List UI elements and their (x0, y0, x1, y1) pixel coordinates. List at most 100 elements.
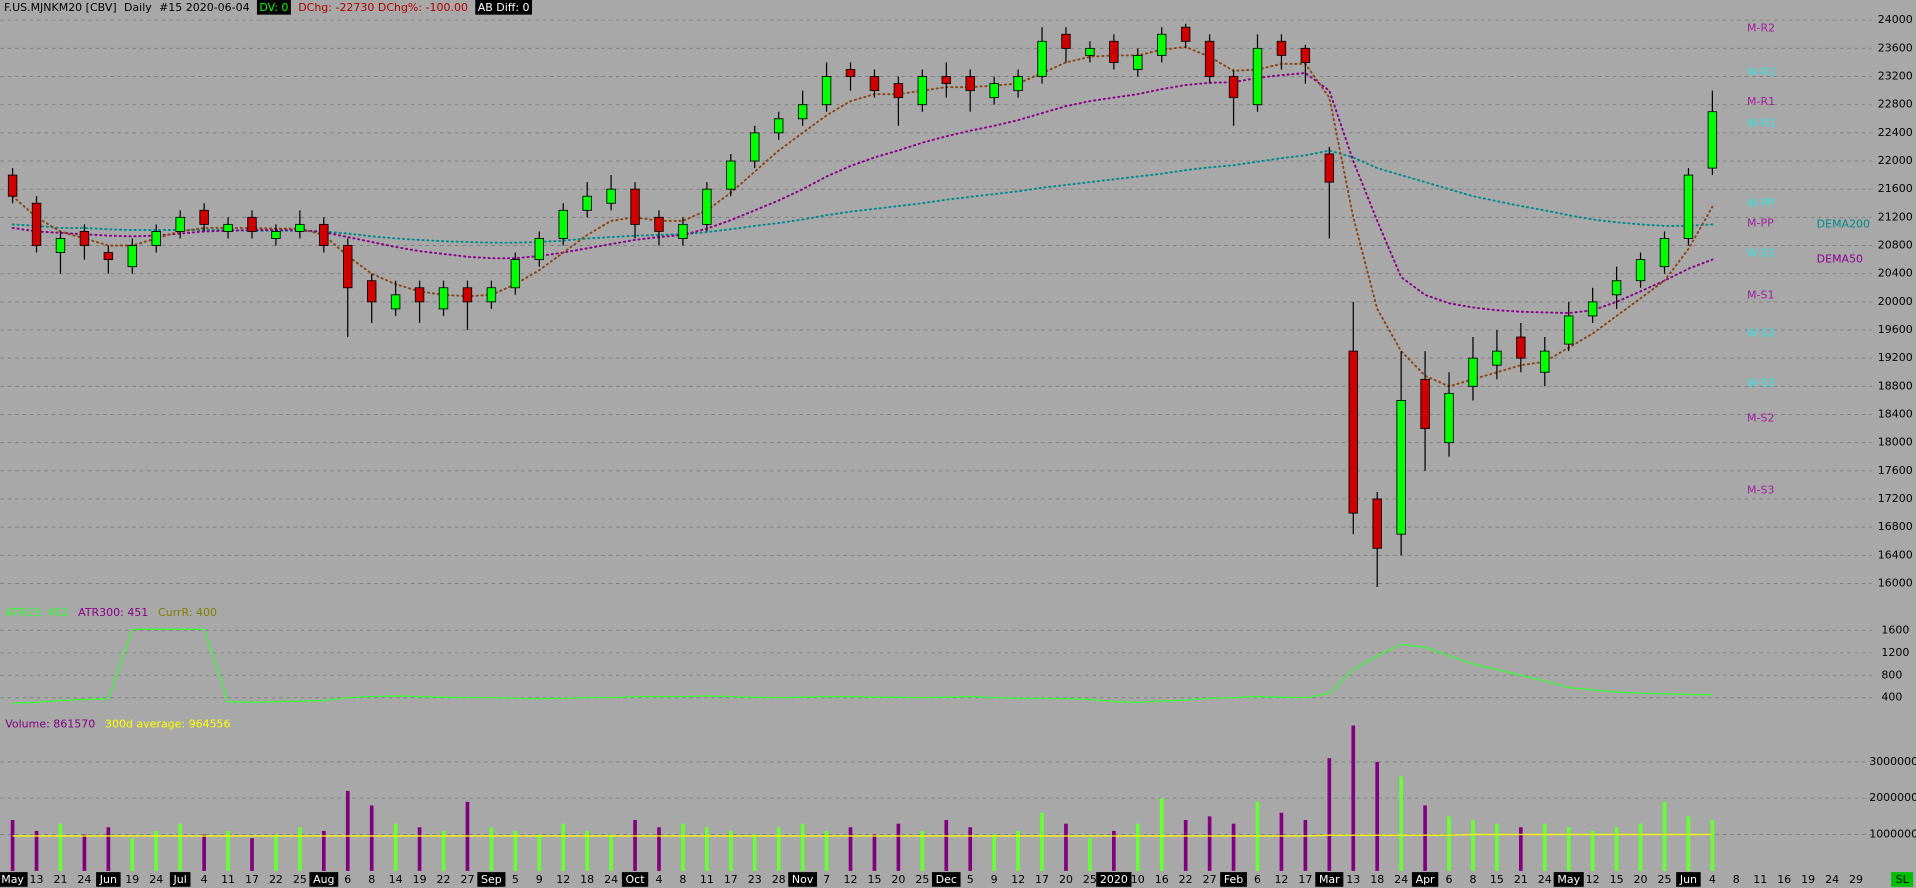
volume-bar (202, 834, 206, 871)
pivot-label: M-S1 (1747, 289, 1774, 302)
candle-body (1180, 26, 1191, 42)
x-tick: 23 (748, 873, 762, 886)
volume-bar (106, 827, 111, 871)
y-tick-label: 20400 (1878, 267, 1913, 280)
x-tick-label: 17 (724, 873, 738, 886)
indicator-label: DEMA50 (1817, 253, 1863, 266)
candle-body (1061, 33, 1071, 49)
x-tick: 4 (201, 873, 208, 886)
x-tick: 22 (437, 873, 451, 886)
y-tick-label: 19200 (1878, 351, 1913, 364)
candle-body (31, 202, 42, 246)
x-tick: 7 (823, 873, 830, 886)
x-tick-label: 24 (149, 873, 163, 886)
x-tick-label: Dec (936, 873, 957, 886)
x-tick: 17 (724, 873, 738, 886)
x-tick-box (788, 872, 818, 887)
x-tick: 27 (460, 873, 474, 886)
x-tick: 25 (1657, 873, 1671, 886)
x-tick-box (1096, 872, 1132, 887)
candle-body (343, 245, 353, 289)
x-tick-label: 15 (867, 873, 881, 886)
x-tick: 15 (1610, 873, 1624, 886)
x-tick-box (1315, 872, 1344, 887)
volume-bar (609, 834, 613, 871)
x-tick-label: 19 (1801, 873, 1815, 886)
x-tick: Apr (1411, 872, 1439, 887)
x-tick: 20 (1634, 873, 1648, 886)
candle-body (1707, 111, 1718, 169)
candle-body (1444, 392, 1454, 444)
x-tick: 18 (580, 873, 594, 886)
x-tick-label: 12 (1274, 873, 1288, 886)
candle-body (1204, 40, 1215, 77)
candle-body (534, 238, 544, 261)
y-tick-label: 400 (1881, 691, 1902, 704)
candle-body (1252, 47, 1263, 106)
x-tick-label: 6 (1446, 873, 1453, 886)
volume-bar (1231, 823, 1236, 871)
x-tick: 11 (221, 873, 235, 886)
x-tick: 21 (1514, 873, 1528, 886)
x-tick-label: 11 (221, 873, 235, 886)
candle-body (630, 188, 640, 225)
x-tick-label: Sep (481, 873, 502, 886)
volume-bar (705, 827, 709, 871)
x-tick-label: Jul (173, 873, 187, 886)
x-tick: 6 (344, 873, 351, 886)
candle-body (199, 209, 209, 225)
volume-bar (896, 823, 901, 871)
x-tick-label: 13 (30, 873, 44, 886)
volume-bar (369, 805, 374, 871)
y-tick-label: 1000000 (1869, 828, 1916, 841)
x-tick: Nov (788, 872, 818, 887)
x-tick: 16 (1777, 873, 1791, 886)
volume-bar (1686, 816, 1691, 871)
volume-bar (848, 827, 853, 871)
volume-bar (513, 830, 518, 871)
candle-body (103, 252, 114, 261)
y-tick-label: 16800 (1878, 520, 1913, 533)
candle-body (390, 294, 401, 310)
x-tick: Dec (931, 872, 961, 887)
volume-bar (489, 827, 494, 871)
x-tick-label: 5 (967, 873, 974, 886)
candle-body (941, 76, 951, 84)
x-tick: 19 (413, 873, 427, 886)
x-tick-box (931, 872, 961, 887)
candle-body (1611, 280, 1622, 296)
candle-body (1468, 357, 1478, 387)
volume-bar (1207, 816, 1212, 871)
volume-bar (1662, 801, 1667, 871)
volume-bar (1590, 830, 1595, 871)
x-tick: 4 (1709, 873, 1716, 886)
x-tick-label: 8 (679, 873, 686, 886)
legend-text: ATR300: 451 (78, 606, 148, 619)
candle-body (654, 216, 664, 232)
x-tick-label: 8 (368, 873, 375, 886)
candle-body (726, 160, 736, 190)
x-tick-box (1411, 872, 1439, 887)
x-tick: Mar (1315, 872, 1344, 887)
volume-bar (920, 830, 925, 871)
candle-body (1492, 350, 1502, 366)
x-tick: 5 (967, 873, 974, 886)
candle-body (1228, 76, 1239, 99)
header-item: DChg: -22730 DChg%: -100.00 (298, 1, 468, 14)
volume-bar (441, 830, 446, 871)
x-tick: May (0, 872, 28, 887)
volume-bar (1399, 776, 1403, 871)
header-item: AB Diff: 0 (475, 0, 533, 15)
x-tick-label: 25 (1083, 873, 1097, 886)
x-tick-label: 23 (748, 873, 762, 886)
candle-body (1085, 47, 1095, 56)
x-tick-label: 29 (1849, 873, 1863, 886)
x-tick-label: 9 (536, 873, 543, 886)
candle-body (223, 223, 233, 232)
x-tick: 22 (269, 873, 283, 886)
volume-bar (752, 834, 757, 871)
x-tick-label: 24 (1825, 873, 1839, 886)
header-item: #15 2020-06-04 (159, 1, 250, 14)
y-tick-label: 16400 (1878, 548, 1913, 561)
x-tick: Feb (1220, 872, 1247, 887)
